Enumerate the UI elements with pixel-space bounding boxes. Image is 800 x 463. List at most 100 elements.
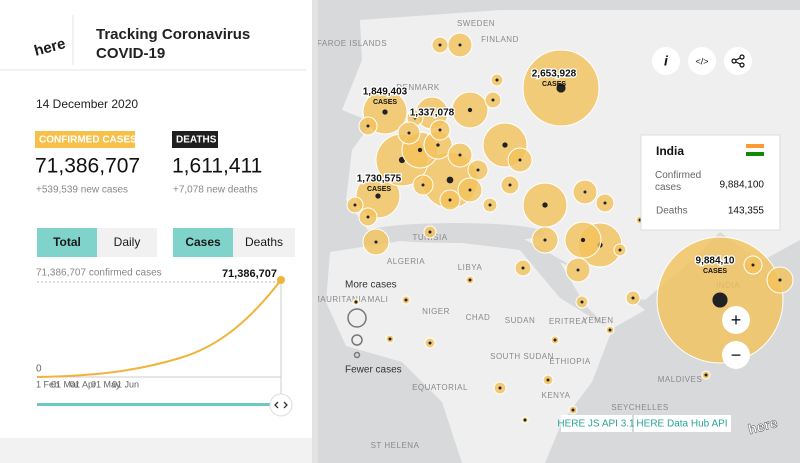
toggle-label[interactable]: Total	[53, 235, 81, 249]
toggle[interactable]	[97, 228, 157, 257]
toggle-active[interactable]	[173, 228, 233, 257]
bubble-center	[491, 98, 495, 102]
link-box[interactable]	[561, 415, 632, 432]
end-point	[277, 276, 285, 284]
legend-circle	[351, 334, 363, 346]
share-button[interactable]	[724, 47, 752, 75]
country-label: KENYA	[541, 391, 570, 400]
flag	[746, 148, 764, 152]
country-label: MALDIVES	[658, 375, 702, 384]
bubble-center	[518, 158, 522, 162]
toggle-label[interactable]: Cases	[185, 235, 221, 249]
bubble-unit: CASES	[542, 81, 566, 88]
legend-circle	[353, 351, 361, 359]
legend-circle	[347, 308, 367, 328]
bubble-center	[374, 240, 378, 244]
bubble-center	[366, 124, 370, 128]
country-label: SOUTH SUDAN	[490, 352, 554, 361]
chart-max-label: 71,386,707	[222, 268, 277, 280]
deaths-total: 1,611,411	[172, 155, 262, 178]
toggle-label[interactable]: Daily	[114, 235, 141, 249]
link[interactable]: HERE JS API 3.1	[557, 419, 635, 430]
bubble-center	[778, 278, 782, 282]
zoom-out[interactable]	[722, 341, 750, 369]
bubble-unit: CASES	[373, 99, 397, 106]
country-label: CHAD	[466, 313, 491, 322]
bubble-center	[388, 337, 392, 341]
x-tick-label: 1 Feb	[36, 379, 59, 389]
bubble-center	[543, 238, 547, 242]
country-label: LIBYA	[458, 263, 483, 272]
badge-label: DEATHS	[176, 135, 217, 146]
bubble-center	[556, 83, 566, 93]
toggle-label[interactable]: Deaths	[245, 235, 283, 249]
tooltip-title: India	[656, 144, 684, 158]
bubble-center	[498, 386, 502, 390]
tooltip-label-wrap: Confirmed cases	[655, 170, 702, 193]
tooltip-label: Confirmed cases	[655, 170, 702, 193]
bubble-center	[458, 43, 462, 47]
link-box[interactable]	[634, 415, 731, 432]
confirmed-new: +539,539 new cases	[36, 185, 128, 196]
toggle-active[interactable]	[37, 228, 97, 257]
country-label: DENMARK	[396, 83, 440, 92]
country-label: ALGERIA	[387, 257, 425, 266]
bubble-center	[476, 168, 480, 172]
bubble-center	[438, 128, 442, 132]
bubble-center	[413, 116, 417, 120]
share-icon	[731, 54, 745, 68]
country-label: SUDAN	[505, 316, 536, 325]
country-label: NIGER	[422, 307, 450, 316]
slider-icon	[274, 401, 288, 409]
legend-more: More cases	[345, 280, 397, 291]
bubble-center	[375, 193, 381, 199]
country-label: ETHIOPIA	[549, 357, 591, 366]
bubble-value: 1,849,403	[363, 87, 408, 98]
bubble-center	[704, 373, 708, 377]
info-icon[interactable]: i	[664, 53, 669, 69]
bubble-center	[542, 202, 548, 208]
embed-icon[interactable]: </>	[695, 56, 708, 66]
toggle[interactable]	[233, 228, 295, 257]
bubble-center	[436, 143, 440, 147]
map[interactable]: SWEDEN FINLAND FAROE ISLANDS DENMARK ALGERIA…	[313, 0, 800, 463]
flag	[746, 152, 764, 156]
country-label: YEMEN	[583, 316, 614, 325]
land	[326, 238, 612, 463]
link[interactable]: HERE Data Hub API	[636, 419, 727, 430]
slider-track	[37, 403, 281, 406]
bubble-center	[608, 328, 612, 332]
bubble-center	[428, 230, 432, 234]
zoom-out-label[interactable]: −	[731, 345, 742, 365]
bubble-center	[546, 378, 550, 382]
bubble-center	[576, 268, 580, 272]
bubble-center	[382, 109, 388, 115]
bubble-value: 1,730,575	[357, 174, 402, 185]
y-tick-label: 0	[36, 364, 42, 375]
bubble-value: 9,884,10	[696, 256, 735, 267]
map-logo: here	[746, 414, 779, 437]
zoom-in[interactable]	[722, 306, 750, 334]
slider-knob[interactable]	[269, 393, 293, 417]
bubble-center	[553, 338, 557, 342]
country-label: SEYCHELLES	[611, 403, 668, 412]
embed-button[interactable]	[688, 47, 716, 75]
bubble-center	[438, 43, 442, 47]
bubble-center	[488, 203, 492, 207]
zoom-in-label[interactable]: +	[731, 310, 742, 330]
bubble-center	[571, 408, 575, 412]
bubble-center	[495, 78, 499, 82]
country-label: EQUATORIAL	[412, 383, 468, 392]
country-label: ST HELENA	[371, 441, 420, 450]
bubble-center	[446, 176, 454, 184]
sea	[365, 223, 545, 243]
country-label: MAURITANIA	[313, 295, 367, 304]
x-tick-label: 01 Apr	[70, 379, 96, 389]
title: COVID-19	[96, 45, 165, 62]
bubble-center	[468, 278, 472, 282]
bubble-center	[404, 298, 408, 302]
bubble-center	[523, 418, 527, 422]
info-button[interactable]	[652, 47, 680, 75]
